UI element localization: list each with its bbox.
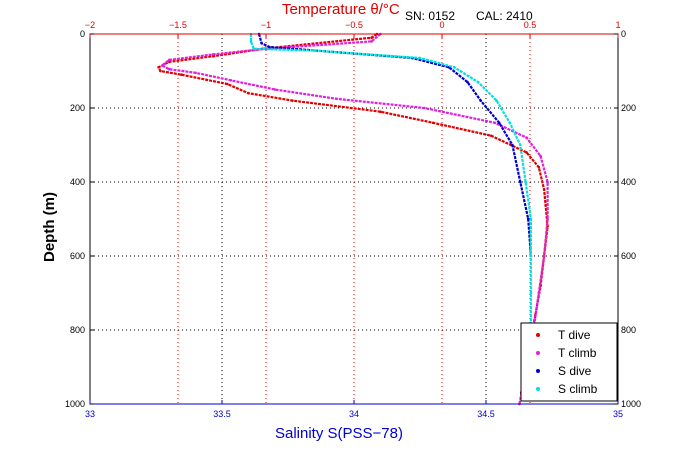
series-point-2 xyxy=(194,71,197,75)
series-point-4 xyxy=(252,47,255,51)
series-layer xyxy=(157,32,549,406)
series-point-3 xyxy=(479,99,483,102)
x-bottom-tick-label: 33 xyxy=(85,409,95,419)
series-point-1 xyxy=(379,110,382,113)
serial-number: SN: 0152 xyxy=(405,9,455,23)
series-point-3 xyxy=(268,45,271,49)
series-point-1 xyxy=(157,66,160,69)
y-tick-label-left: 400 xyxy=(70,177,85,187)
series-point-3 xyxy=(511,143,514,147)
legend-marker xyxy=(536,333,540,337)
series-point-2 xyxy=(167,58,171,62)
series-point-3 xyxy=(497,121,501,125)
series-point-3 xyxy=(260,42,263,45)
legend-marker xyxy=(536,351,540,355)
y-tick-label-right: 400 xyxy=(621,177,636,187)
top-axis-label: Temperature θ/°C xyxy=(282,1,400,18)
series-point-3 xyxy=(526,217,530,221)
series-point-4 xyxy=(519,143,522,147)
series-point-2 xyxy=(273,88,277,91)
series-line-2 xyxy=(161,33,549,405)
legend-label: S climb xyxy=(558,382,598,396)
y-tick-label-right: 0 xyxy=(621,29,626,39)
x-top-tick-label: 1 xyxy=(615,20,620,30)
series-point-2 xyxy=(335,97,338,101)
series-point-1 xyxy=(226,82,229,86)
calibration-label: CAL: 2410 xyxy=(476,9,533,23)
series-point-4 xyxy=(495,99,498,102)
series-line-3 xyxy=(257,33,532,257)
legend-marker xyxy=(536,387,540,391)
series-point-3 xyxy=(519,180,522,184)
x-top-tick-label: −0.5 xyxy=(345,20,363,30)
series-point-2 xyxy=(546,180,549,184)
y-tick-label-left: 0 xyxy=(80,29,85,39)
series-point-2 xyxy=(423,106,426,110)
series-point-2 xyxy=(525,136,528,139)
series-point-2 xyxy=(539,154,542,158)
y-tick-label-left: 1000 xyxy=(65,399,85,409)
series-point-4 xyxy=(453,66,456,69)
series-point-2 xyxy=(229,79,233,82)
series-point-2 xyxy=(160,64,164,67)
series-point-1 xyxy=(525,151,528,154)
series-line-1 xyxy=(157,33,549,394)
series-point-2 xyxy=(493,121,497,125)
x-bottom-tick-label: 34 xyxy=(349,409,359,419)
series-point-1 xyxy=(180,73,183,76)
series-point-1 xyxy=(211,54,215,58)
legend-marker xyxy=(536,369,540,373)
x-top-tick-label: −2 xyxy=(85,20,95,30)
series-point-1 xyxy=(490,134,493,138)
series-point-2 xyxy=(211,53,215,56)
series-point-1 xyxy=(247,91,250,95)
grid xyxy=(90,34,618,404)
y-tick-label-left: 800 xyxy=(70,325,85,335)
series-point-4 xyxy=(476,80,480,84)
series-point-4 xyxy=(529,291,533,295)
legend-label: T climb xyxy=(558,346,597,360)
legend-label: T dive xyxy=(558,328,591,342)
x-bottom-tick-label: 33.5 xyxy=(213,409,231,419)
series-line-4 xyxy=(249,34,533,330)
series-point-4 xyxy=(508,121,512,125)
y-tick-label-right: 800 xyxy=(621,325,636,335)
y-axis-label: Depth (m) xyxy=(41,192,58,262)
series-point-2 xyxy=(537,291,541,295)
y-tick-label-right: 200 xyxy=(621,103,636,113)
x-top-tick-label: 0.5 xyxy=(524,20,537,30)
series-point-1 xyxy=(291,99,294,102)
series-point-3 xyxy=(466,80,469,84)
legend-label: S dive xyxy=(558,364,592,378)
series-point-1 xyxy=(431,121,435,125)
series-point-1 xyxy=(159,69,162,73)
series-point-1 xyxy=(537,165,541,169)
y-tick-label-left: 600 xyxy=(70,251,85,261)
x-top-tick-label: −1.5 xyxy=(169,20,187,30)
series-point-2 xyxy=(167,67,171,71)
series-point-2 xyxy=(370,40,373,43)
series-point-2 xyxy=(546,217,549,221)
x-bottom-tick-label: 34.5 xyxy=(477,409,495,419)
legend: T dive T climb S dive S climb xyxy=(520,322,618,402)
series-point-1 xyxy=(542,188,546,191)
series-point-4 xyxy=(418,56,422,60)
series-point-4 xyxy=(529,217,533,221)
series-point-4 xyxy=(313,49,316,52)
series-point-4 xyxy=(524,180,527,184)
bottom-axis-label: Salinity S(PSS−78) xyxy=(275,425,403,442)
y-tick-label-right: 600 xyxy=(621,251,636,261)
x-top-tick-label: −1 xyxy=(261,20,271,30)
x-top-tick-label: 0 xyxy=(439,20,444,30)
series-point-4 xyxy=(249,40,253,43)
y-tick-label-right: 1000 xyxy=(621,399,641,409)
series-point-1 xyxy=(370,36,373,39)
x-bottom-tick-label: 35 xyxy=(613,409,623,419)
y-tick-label-left: 200 xyxy=(70,103,85,113)
series-point-2 xyxy=(542,254,546,258)
